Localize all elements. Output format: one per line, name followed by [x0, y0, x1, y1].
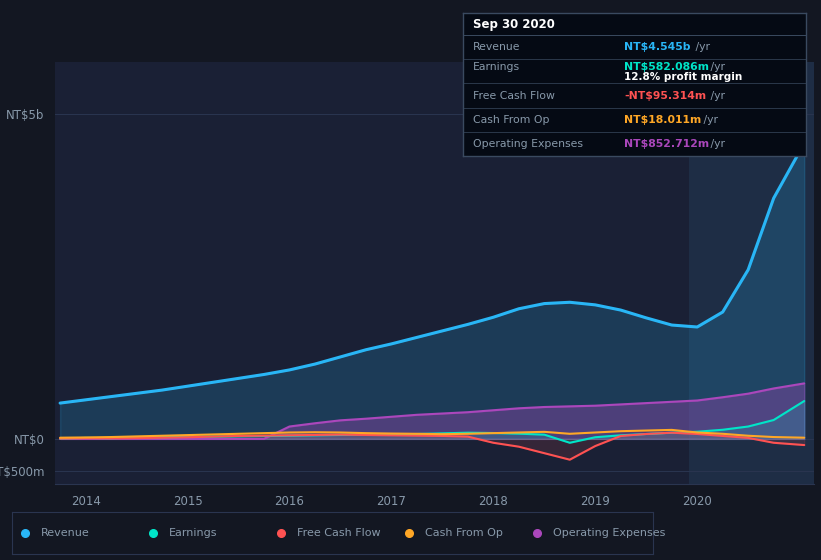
Text: /yr: /yr [707, 139, 725, 149]
Text: NT$582.086m: NT$582.086m [624, 62, 709, 72]
Text: /yr: /yr [692, 42, 710, 52]
Text: Revenue: Revenue [473, 42, 521, 52]
Text: /yr: /yr [699, 115, 718, 125]
Text: 12.8% profit margin: 12.8% profit margin [624, 72, 742, 82]
Text: Revenue: Revenue [41, 529, 89, 538]
Text: Cash From Op: Cash From Op [425, 529, 503, 538]
Text: /yr: /yr [707, 62, 725, 72]
Text: Earnings: Earnings [169, 529, 218, 538]
Text: Free Cash Flow: Free Cash Flow [297, 529, 381, 538]
Text: Sep 30 2020: Sep 30 2020 [473, 17, 555, 31]
Text: NT$852.712m: NT$852.712m [624, 139, 709, 149]
Text: /yr: /yr [707, 91, 725, 101]
Text: Free Cash Flow: Free Cash Flow [473, 91, 555, 101]
Text: -NT$95.314m: -NT$95.314m [624, 91, 706, 101]
Text: NT$4.545b: NT$4.545b [624, 42, 690, 52]
Text: Earnings: Earnings [473, 62, 521, 72]
Text: NT$18.011m: NT$18.011m [624, 115, 701, 125]
Text: Cash From Op: Cash From Op [473, 115, 550, 125]
Bar [689, 62, 814, 484]
Text: Operating Expenses: Operating Expenses [473, 139, 583, 149]
Text: Operating Expenses: Operating Expenses [553, 529, 666, 538]
